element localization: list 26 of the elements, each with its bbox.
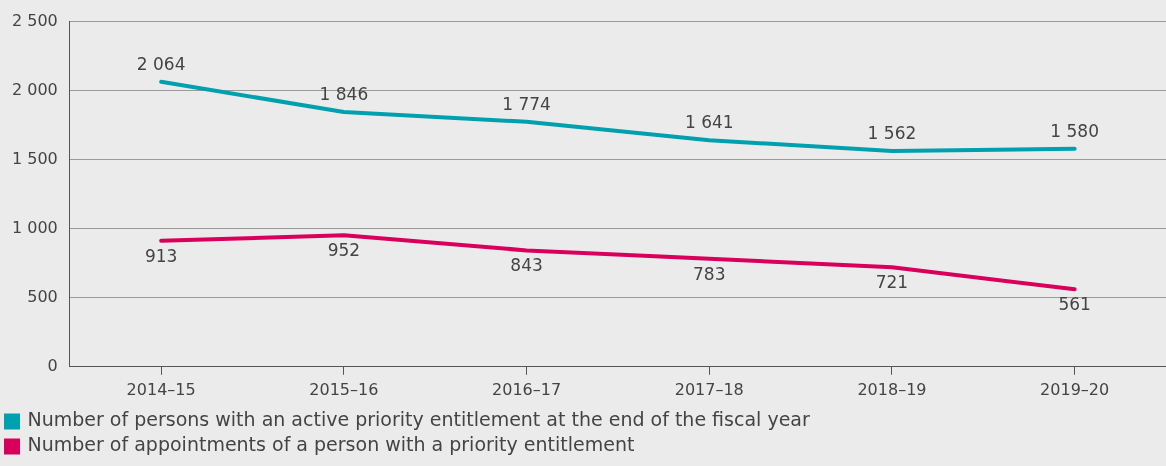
data-label: 721 xyxy=(875,272,909,293)
data-label: 1 774 xyxy=(502,93,551,114)
y-tick-label: 1 500 xyxy=(11,148,58,168)
data-label: 1 846 xyxy=(319,83,369,104)
y-tick-label: 2 000 xyxy=(11,79,58,99)
legend-label: Number of persons with an active priority entitlement at the end of the fiscal year xyxy=(27,408,810,431)
data-label: 843 xyxy=(510,255,543,276)
x-tick-label: 2015–16 xyxy=(309,379,379,399)
data-label: 1 562 xyxy=(867,123,917,144)
legend-label: Number of appointments of a person with a priority entitlement xyxy=(27,433,635,456)
y-tick-label: 0 xyxy=(47,355,58,375)
x-tick-label: 2014–15 xyxy=(126,379,196,399)
x-tick-label: 2017–18 xyxy=(674,379,744,399)
y-tick-label: 500 xyxy=(27,286,58,306)
x-tick-label: 2019–20 xyxy=(1040,379,1110,399)
data-label: 952 xyxy=(327,240,361,261)
data-label: 783 xyxy=(693,263,726,284)
data-label: 2 064 xyxy=(136,53,186,74)
y-tick-label: 2 500 xyxy=(11,10,58,30)
x-tick-label: 2018–19 xyxy=(857,379,927,399)
x-tick-label: 2016–17 xyxy=(492,379,562,399)
data-label: 1 580 xyxy=(1050,120,1099,141)
data-label: 561 xyxy=(1058,294,1091,315)
data-label: 1 641 xyxy=(684,112,734,133)
y-tick-label: 1 000 xyxy=(11,217,58,237)
data-label: 913 xyxy=(144,245,178,266)
